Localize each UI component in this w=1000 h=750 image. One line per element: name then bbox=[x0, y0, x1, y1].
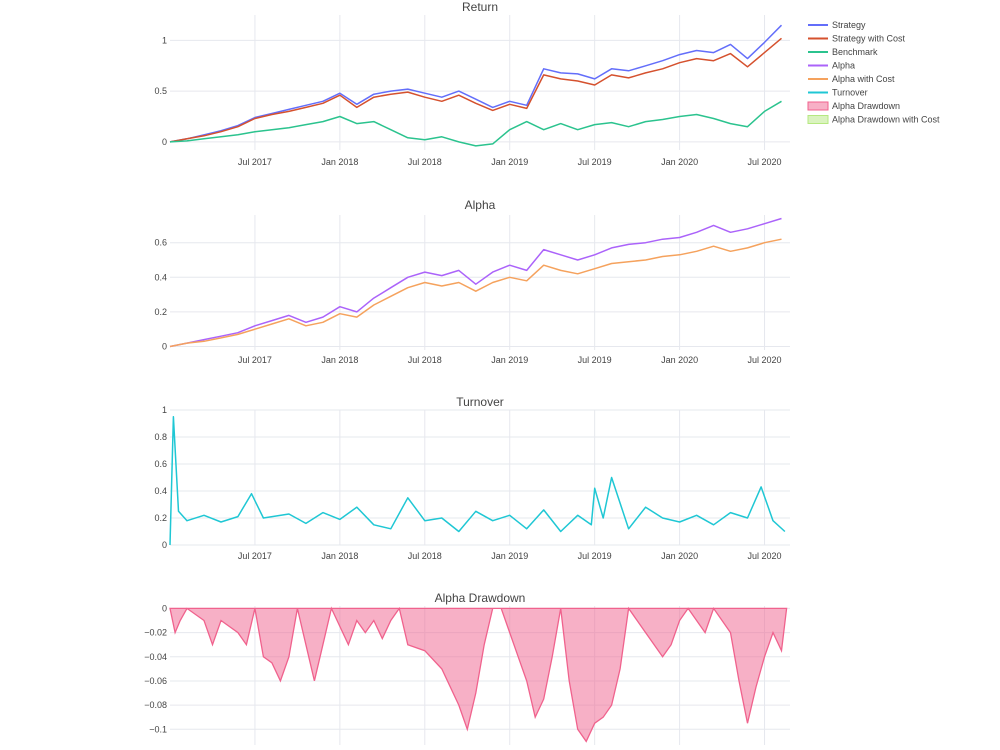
x-tick-label: Jan 2018 bbox=[321, 551, 358, 561]
y-tick-label: 1 bbox=[162, 35, 167, 45]
legend-swatch-alpha-drawdown bbox=[807, 101, 829, 111]
x-tick-label: Jul 2019 bbox=[578, 551, 612, 561]
legend-swatch-alpha-drawdown-with-cost bbox=[807, 115, 829, 124]
panel-title: Return bbox=[462, 0, 498, 14]
legend-label-strategy-with-cost: Strategy with Cost bbox=[832, 34, 906, 44]
x-tick-label: Jan 2018 bbox=[321, 355, 358, 365]
x-tick-label: Jan 2020 bbox=[661, 551, 698, 561]
panel-alpha: 0 0.2 0.4 0.6 Jul 2017 Jan 2018 Jul 2018 Jan 20… bbox=[154, 198, 790, 365]
x-tick-label: Jul 2019 bbox=[578, 157, 612, 167]
x-tick-label: Jan 2020 bbox=[661, 355, 698, 365]
y-tick-label: −0.08 bbox=[144, 700, 167, 710]
y-tick-label: 1 bbox=[162, 405, 167, 415]
y-tick-label: −0.02 bbox=[144, 628, 167, 638]
panel-title: Alpha Drawdown bbox=[435, 591, 526, 605]
panel-title: Alpha bbox=[465, 198, 496, 212]
panel-alpha-drawdown: 0 −0.02 −0.04 −0.06 −0.08 −0.1 Alpha Drawdown bbox=[144, 591, 790, 745]
y-tick-label: 0 bbox=[162, 342, 167, 352]
series-line-strategy bbox=[169, 24, 783, 143]
y-tick-label: 0.2 bbox=[154, 513, 167, 523]
y-tick-label: 0.6 bbox=[154, 238, 167, 248]
y-tick-label: 0 bbox=[162, 603, 167, 613]
x-tick-label: Jul 2020 bbox=[748, 551, 782, 561]
y-tick-label: 0.4 bbox=[154, 272, 167, 282]
y-tick-label: 0 bbox=[162, 137, 167, 147]
legend-label-alpha: Alpha bbox=[832, 61, 855, 71]
x-tick-label: Jul 2018 bbox=[408, 355, 442, 365]
x-tick-label: Jan 2019 bbox=[491, 551, 528, 561]
y-tick-label: −0.06 bbox=[144, 676, 167, 686]
x-tick-label: Jul 2020 bbox=[748, 157, 782, 167]
legend-label-turnover: Turnover bbox=[832, 88, 868, 98]
x-tick-label: Jul 2017 bbox=[238, 551, 272, 561]
y-tick-label: −0.04 bbox=[144, 652, 167, 662]
series-line-benchmark bbox=[169, 100, 782, 147]
legend-label-benchmark: Benchmark bbox=[832, 47, 878, 57]
x-tick-label: Jul 2018 bbox=[408, 157, 442, 167]
y-tick-label: 0.4 bbox=[154, 486, 167, 496]
x-tick-label: Jul 2019 bbox=[578, 355, 612, 365]
x-tick-label: Jan 2019 bbox=[491, 355, 528, 365]
y-tick-label: 0.8 bbox=[154, 432, 167, 442]
x-tick-label: Jan 2020 bbox=[661, 157, 698, 167]
legend: Strategy Strategy with Cost Benchmark Alpha… bbox=[807, 20, 940, 125]
x-tick-label: Jul 2018 bbox=[408, 551, 442, 561]
panel-title: Turnover bbox=[456, 395, 504, 409]
x-tick-label: Jul 2020 bbox=[748, 355, 782, 365]
series-line-turnover bbox=[169, 416, 786, 546]
x-tick-label: Jul 2017 bbox=[238, 355, 272, 365]
y-tick-label: 0.2 bbox=[154, 307, 167, 317]
y-tick-label: 0 bbox=[162, 540, 167, 550]
y-tick-label: −0.1 bbox=[149, 724, 167, 734]
legend-label-alpha-drawdown-with-cost: Alpha Drawdown with Cost bbox=[832, 115, 940, 125]
x-tick-label: Jan 2018 bbox=[321, 157, 358, 167]
y-tick-label: 0.6 bbox=[154, 459, 167, 469]
x-tick-label: Jan 2019 bbox=[491, 157, 528, 167]
legend-label-alpha-drawdown: Alpha Drawdown bbox=[832, 101, 900, 111]
panel-return: 0 0.5 1 Jul 2017 Jan 2018 Jul 2018 Jan 2019 Jul… bbox=[154, 0, 790, 167]
legend-label-strategy: Strategy bbox=[832, 20, 866, 30]
series-area-alpha-drawdown bbox=[169, 606, 788, 743]
panel-turnover: 0 0.2 0.4 0.6 0.8 1 Jul 2017 Jan 2018 Jul 2018 Ja… bbox=[154, 395, 790, 561]
series-line-strategy-with-cost bbox=[169, 37, 782, 143]
series-line-alpha bbox=[169, 217, 782, 348]
series-line-alpha-with-cost bbox=[169, 238, 782, 348]
legend-label-alpha-with-cost: Alpha with Cost bbox=[832, 74, 895, 84]
y-tick-label: 0.5 bbox=[154, 86, 167, 96]
x-tick-label: Jul 2017 bbox=[238, 157, 272, 167]
